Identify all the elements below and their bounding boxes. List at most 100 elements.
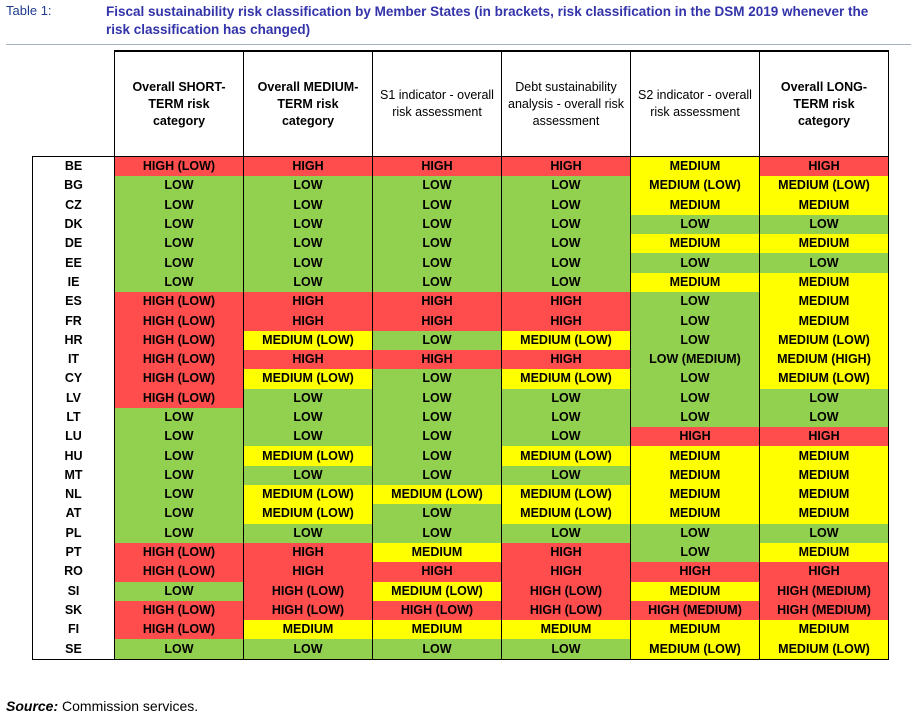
table-row: FI HIGH (LOW) MEDIUM MEDIUM MEDIUM MEDIUM MEDI… [32,620,889,640]
risk-cell: LOW [243,388,373,408]
risk-cell: HIGH (MEDIUM) [759,581,889,601]
table-row: PT HIGH (LOW) HIGH MEDIUM HIGH LOW MEDIUM [32,542,889,563]
risk-cell: MEDIUM [501,620,631,640]
risk-cell: MEDIUM [630,195,760,215]
country-code: CY [32,369,115,389]
risk-cell: MEDIUM (LOW) [243,330,373,350]
risk-cell: LOW [759,253,889,273]
country-code: LT [32,407,115,428]
risk-cell: HIGH [243,349,373,370]
country-code: IE [32,272,115,293]
risk-cell: MEDIUM (LOW) [501,330,631,350]
table-row: DK LOW LOW LOW LOW LOW LOW [32,214,889,235]
risk-cell: LOW [372,639,502,660]
column-header: Overall SHORT-TERM risk category [114,50,244,157]
table-row: MT LOW LOW LOW LOW MEDIUM MEDIUM [32,465,889,486]
table-row: EE LOW LOW LOW LOW LOW LOW [32,253,889,273]
risk-cell: LOW [114,407,244,428]
risk-cell: LOW [372,176,502,196]
risk-cell: HIGH [501,311,631,331]
risk-cell: MEDIUM [759,311,889,331]
risk-cell: MEDIUM (LOW) [501,485,631,505]
risk-cell: MEDIUM [372,620,502,640]
risk-cell: LOW [243,253,373,273]
country-code: AT [32,504,115,524]
header-corner [32,51,115,157]
country-code: FI [32,620,115,640]
risk-cell: LOW [372,407,502,428]
risk-cell: LOW [114,427,244,447]
risk-cell: LOW [372,523,502,543]
risk-cell: LOW [243,234,373,254]
risk-cell: HIGH (LOW) [114,156,244,177]
risk-cell: MEDIUM [759,465,889,486]
risk-cell: MEDIUM (LOW) [243,369,373,389]
risk-cell: LOW [372,214,502,235]
risk-cell: LOW [243,427,373,447]
risk-cell: LOW [759,214,889,235]
risk-cell: MEDIUM [630,485,760,505]
risk-cell: HIGH [501,562,631,582]
risk-cell: HIGH [243,156,373,177]
risk-cell: LOW [759,523,889,543]
risk-cell: MEDIUM (LOW) [759,369,889,389]
risk-cell: MEDIUM [759,620,889,640]
risk-cell: LOW [501,234,631,254]
risk-cell: MEDIUM [759,542,889,563]
source-text: Commission services. [62,698,199,714]
country-code: NL [32,485,115,505]
table-row: HU LOW MEDIUM (LOW) LOW MEDIUM (LOW) MEDIUM ME… [32,446,889,466]
risk-cell: MEDIUM [759,292,889,312]
table-body: BE HIGH (LOW) HIGH HIGH HIGH MEDIUM HIGH BG LOW L… [32,156,889,660]
risk-cell: LOW [243,407,373,428]
risk-cell: HIGH [243,542,373,563]
risk-cell: HIGH [759,427,889,447]
risk-cell: LOW [114,176,244,196]
risk-cell: HIGH (LOW) [114,562,244,582]
risk-cell: MEDIUM [630,156,760,177]
risk-cell: LOW [501,195,631,215]
risk-cell: MEDIUM (LOW) [630,639,760,660]
column-header: Debt sustainability analysis - overall r… [501,50,631,157]
country-code: SK [32,600,115,621]
risk-cell: LOW [501,272,631,293]
risk-cell: LOW [501,407,631,428]
risk-cell: HIGH (LOW) [114,369,244,389]
country-code: HU [32,446,115,466]
risk-cell: LOW [372,427,502,447]
country-code: FR [32,311,115,331]
risk-cell: MEDIUM (LOW) [243,504,373,524]
risk-cell: HIGH [501,156,631,177]
risk-cell: MEDIUM (LOW) [243,485,373,505]
caption-divider [6,44,911,45]
table-row: IT HIGH (LOW) HIGH HIGH HIGH LOW (MEDIUM) MEDI… [32,349,889,370]
risk-cell: LOW [243,176,373,196]
risk-cell: LOW [501,253,631,273]
table-row: LV HIGH (LOW) LOW LOW LOW LOW LOW [32,388,889,408]
risk-cell: MEDIUM [630,465,760,486]
country-code: HR [32,330,115,350]
table-row: LU LOW LOW LOW LOW HIGH HIGH [32,427,889,447]
table-row: BE HIGH (LOW) HIGH HIGH HIGH MEDIUM HIGH [32,156,889,177]
risk-cell: LOW [372,272,502,293]
risk-cell: MEDIUM (HIGH) [759,349,889,370]
column-header: S2 indicator - overall risk assessment [630,50,760,157]
risk-cell: HIGH [372,562,502,582]
risk-cell: HIGH (LOW) [501,600,631,621]
risk-cell: HIGH (LOW) [114,542,244,563]
risk-cell: HIGH (LOW) [114,388,244,408]
source-label: Source: [6,698,59,714]
table-row: BG LOW LOW LOW LOW MEDIUM (LOW) MEDIUM (LOW) [32,176,889,196]
column-header: Overall LONG-TERM risk category [759,50,889,157]
country-code: SE [32,639,115,660]
risk-cell: LOW [372,446,502,466]
risk-cell: MEDIUM [630,620,760,640]
risk-cell: MEDIUM (LOW) [243,446,373,466]
risk-cell: MEDIUM [630,504,760,524]
country-code: PT [32,542,115,563]
table-row: SK HIGH (LOW) HIGH (LOW) HIGH (LOW) HIGH (LO… [32,600,889,621]
risk-cell: LOW [372,195,502,215]
risk-cell: LOW [243,214,373,235]
country-code: LV [32,388,115,408]
table-row: RO HIGH (LOW) HIGH HIGH HIGH HIGH HIGH [32,562,889,582]
